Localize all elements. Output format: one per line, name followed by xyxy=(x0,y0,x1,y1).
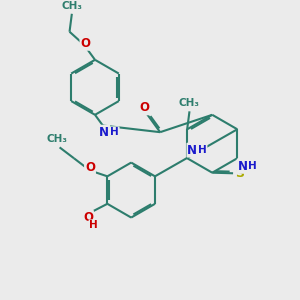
Text: N: N xyxy=(238,160,248,173)
Text: H: H xyxy=(110,127,119,137)
Text: O: O xyxy=(80,37,91,50)
Text: CH₃: CH₃ xyxy=(61,1,82,11)
Text: H: H xyxy=(248,161,257,171)
Text: H: H xyxy=(198,145,207,155)
Text: N: N xyxy=(188,144,197,157)
Text: O: O xyxy=(85,161,95,174)
Text: S: S xyxy=(235,167,244,180)
Text: CH₃: CH₃ xyxy=(179,98,200,108)
Text: H: H xyxy=(89,220,98,230)
Text: N: N xyxy=(99,126,109,139)
Text: O: O xyxy=(139,101,149,114)
Text: O: O xyxy=(83,211,93,224)
Text: CH₃: CH₃ xyxy=(46,134,67,144)
